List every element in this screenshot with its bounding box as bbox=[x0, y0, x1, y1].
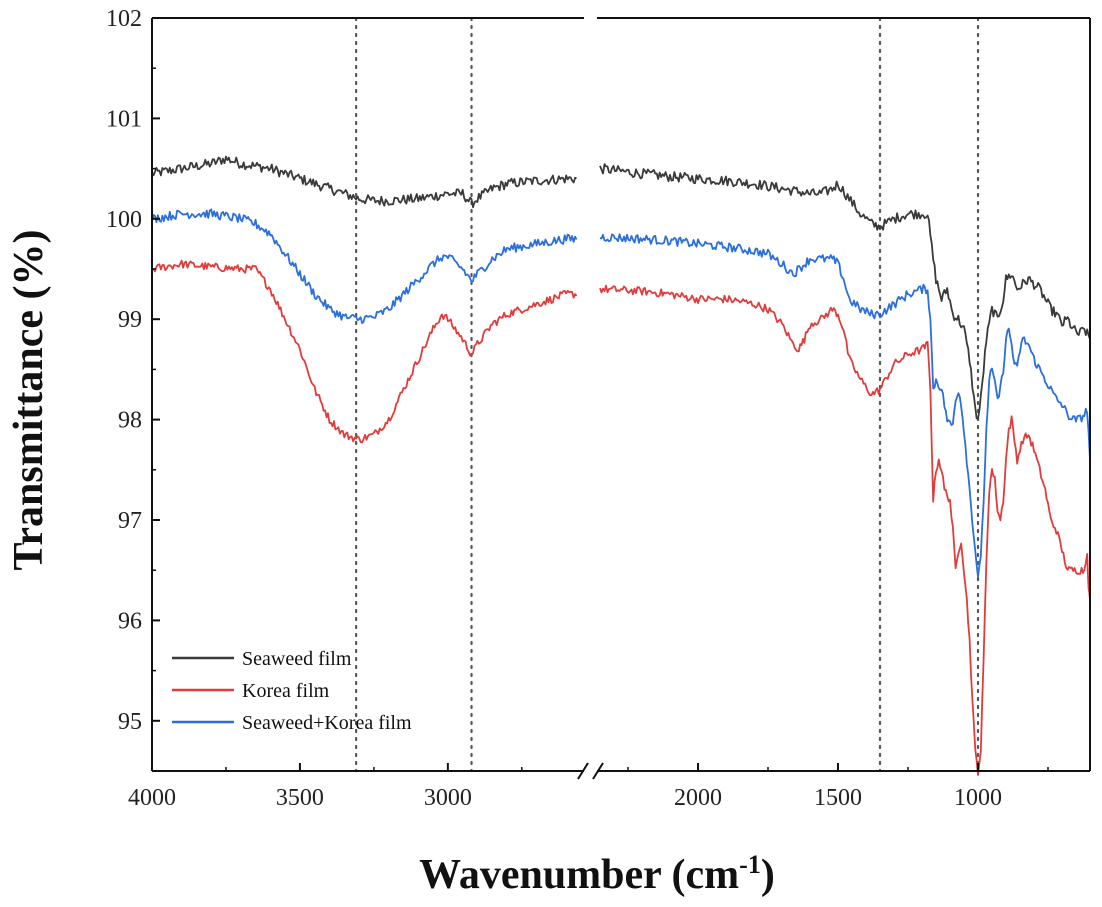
series-line-0-part-1 bbox=[599, 163, 1091, 420]
y-tick-label-100: 100 bbox=[106, 207, 142, 233]
series-line-1-part-1 bbox=[599, 284, 1091, 776]
y-tick-label-102: 102 bbox=[106, 6, 142, 32]
legend-label-combined: Seaweed+Korea film bbox=[242, 712, 412, 734]
ticks-layer: 95 96 97 98 99 100 101 102 4000 3500 3000 2000 1500 1… bbox=[106, 6, 1049, 811]
x-tick-label-4000: 4000 bbox=[128, 785, 176, 811]
legend-label-seaweed: Seaweed film bbox=[242, 648, 352, 670]
reference-lines bbox=[355, 16, 980, 773]
series-layer bbox=[151, 155, 1091, 776]
series-line-2-part-0 bbox=[151, 208, 578, 325]
x-axis-title: Wavenumber (cm-1) bbox=[419, 850, 775, 898]
x-axis-title-sup: -1 bbox=[739, 850, 761, 879]
axis-break-mark-1 bbox=[577, 762, 589, 780]
axes-layer bbox=[151, 17, 1091, 780]
y-tick-label-99: 99 bbox=[118, 307, 142, 333]
y-tick-label-96: 96 bbox=[118, 608, 142, 634]
y-tick-label-101: 101 bbox=[106, 106, 142, 132]
legend: Seaweed film Korea film Seaweed+Korea fi… bbox=[172, 648, 412, 734]
x-tick-label-1000: 1000 bbox=[954, 785, 1002, 811]
series-line-0-part-0 bbox=[151, 155, 577, 209]
x-tick-label-2000: 2000 bbox=[674, 785, 722, 811]
series-line-2-part-1 bbox=[599, 233, 1091, 578]
series-line-1-part-0 bbox=[151, 259, 578, 444]
y-axis-title: Transmittance (%) bbox=[6, 230, 52, 571]
x-tick-label-3000: 3000 bbox=[424, 785, 472, 811]
legend-label-korea: Korea film bbox=[242, 680, 330, 702]
axis-break-mark-2 bbox=[592, 762, 604, 780]
x-tick-label-3500: 3500 bbox=[276, 785, 324, 811]
y-tick-label-98: 98 bbox=[118, 408, 142, 434]
y-tick-label-97: 97 bbox=[118, 508, 142, 534]
x-tick-label-1500: 1500 bbox=[814, 785, 862, 811]
x-axis-title-main: Wavenumber (cm bbox=[419, 852, 739, 898]
x-axis-title-close: ) bbox=[761, 852, 775, 898]
y-tick-label-95: 95 bbox=[118, 709, 142, 735]
